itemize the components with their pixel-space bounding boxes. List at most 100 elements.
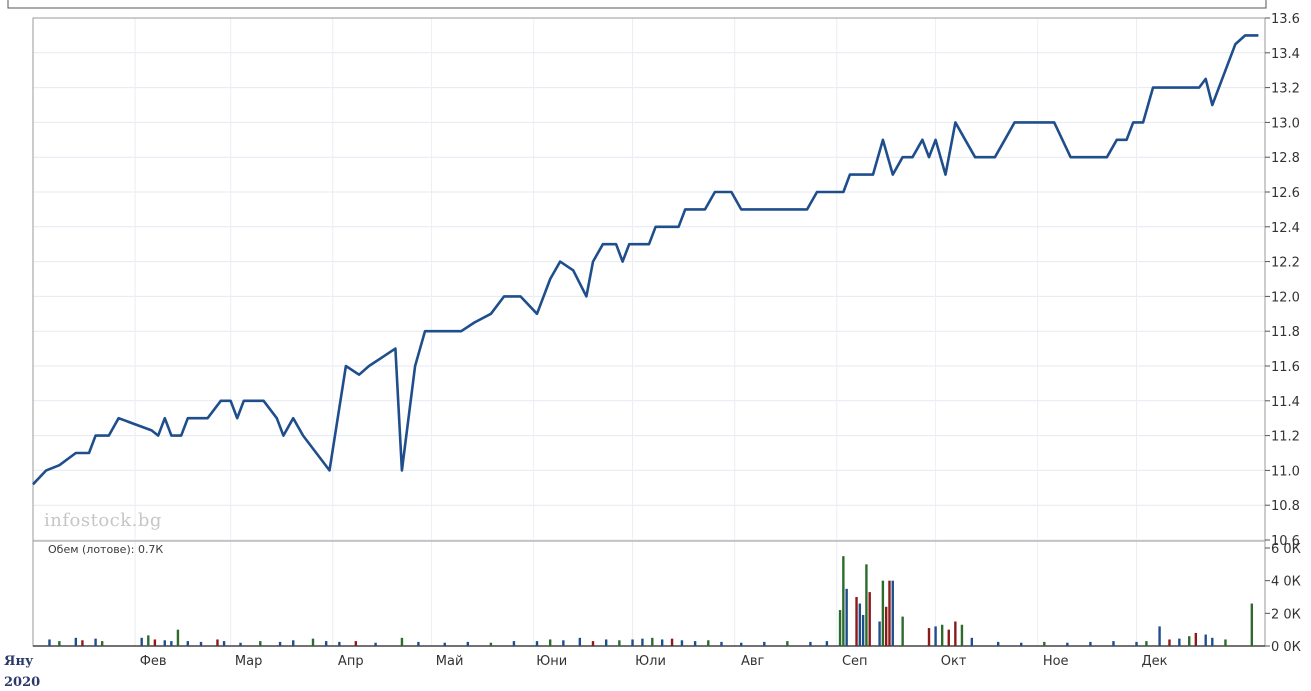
y-tick-label: 13.4 xyxy=(1271,47,1300,62)
volume-bar xyxy=(147,635,150,646)
volume-bar xyxy=(660,639,664,646)
volume-bar xyxy=(512,641,516,646)
watermark: infostock.bg xyxy=(44,510,162,531)
volume-bar xyxy=(934,626,937,646)
volume-bar xyxy=(74,637,78,646)
volume-bar xyxy=(311,638,315,646)
volume-bar xyxy=(970,637,974,646)
volume-bar xyxy=(881,580,885,646)
x-axis-ticks: Яну Фев Мар Апр Май Юни Юли Авг Сеп Окт Ное Дек 2020 xyxy=(4,654,1168,690)
volume-bar xyxy=(578,637,582,646)
volume-bar xyxy=(374,642,377,646)
y-tick-label: 12.2 xyxy=(1271,256,1300,271)
y-tick-label: 11.0 xyxy=(1271,464,1300,479)
x-tick-label: Окт xyxy=(941,654,967,669)
volume-bar xyxy=(901,616,904,646)
y-tick-label: 10.8 xyxy=(1271,499,1300,514)
volume-bar xyxy=(1188,636,1191,646)
volume-bar xyxy=(1112,641,1115,646)
volume-bar xyxy=(1145,641,1148,646)
volume-bar xyxy=(100,641,104,646)
volume-bar xyxy=(855,597,858,646)
volume-bar xyxy=(1224,639,1227,646)
volume-bar xyxy=(842,556,845,646)
volume-bar xyxy=(239,642,242,646)
y-tick-label: 12.0 xyxy=(1271,290,1300,305)
volume-bar xyxy=(604,639,608,646)
volume-bar xyxy=(740,642,743,646)
y-tick-label: 12.8 xyxy=(1271,151,1300,166)
volume-bar xyxy=(861,614,865,646)
volume-bar xyxy=(443,642,446,646)
x-tick-label: Апр xyxy=(338,654,364,669)
grid xyxy=(32,17,1265,646)
volume-bar xyxy=(591,641,595,646)
volume-bar xyxy=(786,641,789,646)
volume-bar xyxy=(651,637,654,646)
volume-bar xyxy=(170,641,173,646)
x-tick-label: Юли xyxy=(635,654,666,669)
volume-bar xyxy=(94,638,97,646)
volume-bar xyxy=(535,641,539,646)
volume-bar xyxy=(1250,603,1254,646)
volume-bar xyxy=(400,637,404,646)
volume-bar xyxy=(1066,642,1069,646)
volume-bar xyxy=(216,639,219,646)
plot-border xyxy=(32,17,1266,647)
top-frame xyxy=(7,0,1267,9)
volume-bar xyxy=(947,629,950,646)
volume-bar xyxy=(199,641,203,646)
volume-bar xyxy=(153,639,157,646)
volume-bar xyxy=(338,641,341,646)
price-line xyxy=(32,34,1259,486)
volume-bar xyxy=(163,640,166,646)
volume-bar xyxy=(1043,641,1046,646)
x-tick-label: Юни xyxy=(536,654,567,669)
volume-bar xyxy=(720,641,723,646)
volume-bar xyxy=(825,641,829,646)
volume-bar xyxy=(809,641,812,646)
x-tick-label: Фев xyxy=(140,654,167,669)
volume-bar xyxy=(631,639,634,646)
volume-bar xyxy=(865,564,868,646)
volume-bar xyxy=(845,588,848,646)
volume-bar xyxy=(1089,641,1092,646)
volume-bar xyxy=(48,639,51,646)
x-tick-label: Яну xyxy=(4,654,34,669)
volume-bar xyxy=(222,641,226,646)
volume-bar xyxy=(763,641,766,646)
volume-bar xyxy=(140,637,143,646)
price-series-line xyxy=(32,34,1259,486)
volume-bar xyxy=(1194,632,1198,646)
volume-bar xyxy=(562,640,565,646)
x-tick-label: Дек xyxy=(1142,654,1168,669)
volume-bar xyxy=(1178,638,1181,646)
y-tick-label: 12.6 xyxy=(1271,186,1300,201)
volume-bar xyxy=(707,640,710,646)
volume-bar xyxy=(292,640,295,646)
volume-bar xyxy=(954,621,957,646)
volume-bar xyxy=(58,641,61,646)
volume-bar xyxy=(838,610,842,646)
y-tick-label: 11.6 xyxy=(1271,360,1300,375)
volume-bar xyxy=(868,592,871,646)
volume-axis-ticks: 6 0К 4 0К 2 0К 0 0К xyxy=(1265,542,1301,655)
y-tick-label: 11.2 xyxy=(1271,430,1300,445)
volume-bar xyxy=(927,628,931,646)
volume-bar xyxy=(996,641,1000,646)
x-year-label: 2020 xyxy=(4,675,40,690)
x-tick-label: Авг xyxy=(741,654,765,669)
volume-bar xyxy=(878,621,881,646)
volume-bar xyxy=(858,603,862,646)
volume-tick-label: 2 0К xyxy=(1271,607,1301,622)
volume-bar xyxy=(176,629,180,646)
volume-bar xyxy=(1135,641,1138,646)
volume-bar xyxy=(940,624,944,646)
volume-bar xyxy=(186,641,190,646)
volume-bar xyxy=(354,641,358,646)
y-tick-label: 11.4 xyxy=(1271,395,1300,410)
x-tick-label: Сеп xyxy=(842,654,868,669)
volume-bar xyxy=(417,641,420,646)
